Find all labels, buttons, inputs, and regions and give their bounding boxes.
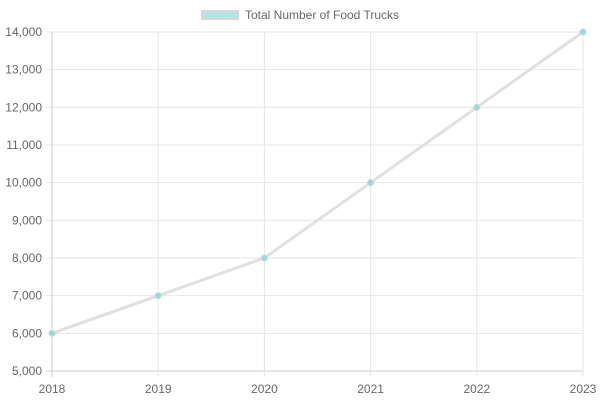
x-tick-label: 2023 [570, 382, 597, 396]
x-tick-label: 2022 [463, 382, 490, 396]
data-point [48, 329, 56, 337]
data-point [473, 103, 481, 111]
y-tick-label: 7,000 [12, 289, 42, 303]
y-tick-label: 13,000 [5, 63, 42, 77]
y-tick-label: 12,000 [5, 100, 42, 114]
series-line [51, 30, 584, 335]
x-tick-label: 2018 [39, 382, 66, 396]
y-tick-label: 5,000 [12, 364, 42, 378]
x-tick-label: 2019 [145, 382, 172, 396]
legend-label[interactable]: Total Number of Food Trucks [244, 8, 400, 22]
legend-swatch[interactable] [200, 10, 239, 20]
data-point [579, 28, 587, 36]
data-point [154, 292, 162, 300]
y-tick-label: 14,000 [5, 25, 42, 39]
data-point [367, 179, 375, 187]
y-tick-label: 8,000 [12, 251, 42, 265]
y-tick-label: 10,000 [5, 176, 42, 190]
x-tick-label: 2020 [251, 382, 278, 396]
y-tick-label: 6,000 [12, 326, 42, 340]
x-tick-label: 2021 [357, 382, 384, 396]
y-tick-label: 11,000 [6, 138, 42, 152]
data-point [260, 254, 268, 262]
chart-legend: Total Number of Food Trucks [0, 8, 600, 22]
y-tick-label: 9,000 [12, 213, 42, 227]
